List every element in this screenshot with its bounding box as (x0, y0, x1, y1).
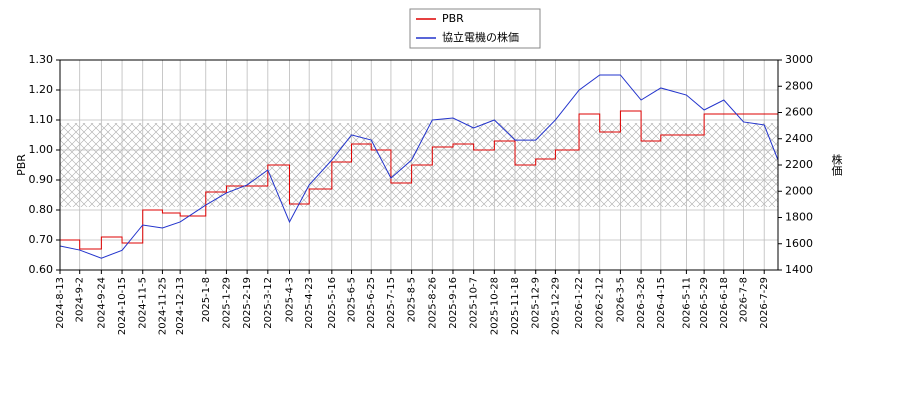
x-tick-label: 2025-3-12 (263, 277, 274, 329)
legend-label: PBR (442, 12, 464, 25)
x-tick-label: 2026-7-29 (759, 277, 770, 329)
y-tick-label: 0.70 (29, 233, 54, 246)
x-tick-label: 2025-1-29 (221, 277, 232, 329)
y2-axis-label: 株価 (830, 153, 843, 176)
x-tick-label: 2024-11-5 (138, 277, 149, 329)
x-tick-label: 2025-8-26 (427, 277, 438, 329)
legend-box (409, 8, 541, 49)
x-tick-label: 2026-3-26 (636, 277, 647, 329)
x-tick-label: 2026-3-5 (615, 277, 626, 322)
y-tick-label: 1.10 (29, 113, 54, 126)
x-tick-label: 2025-5-16 (327, 277, 338, 329)
series-line (60, 110, 779, 250)
y2-tick-label: 3000 (785, 53, 813, 66)
y2-tick-label: 2800 (785, 79, 813, 92)
x-tick-label: 2025-6-25 (366, 277, 377, 329)
x-tick-label: 2025-11-18 (510, 277, 521, 335)
x-tick-label: 2024-9-2 (75, 277, 86, 322)
y2-tick-label: 2000 (785, 184, 813, 197)
legend-label: 協立電機の株価 (442, 30, 519, 44)
y2-tick-label: 2400 (785, 132, 813, 145)
y-tick-label: 1.20 (29, 83, 54, 96)
x-tick-label: 2026-6-18 (719, 277, 730, 329)
x-tick-label: 2026-1-22 (574, 277, 585, 329)
series-line (59, 74, 779, 259)
y-axis-label: PBR (15, 154, 28, 176)
y-tick-label: 0.60 (29, 263, 54, 276)
x-tick-label: 2025-12-9 (531, 277, 542, 329)
y-tick-label: 0.90 (29, 173, 54, 186)
y2-tick-label: 2200 (785, 158, 813, 171)
y2-tick-label: 2600 (785, 106, 813, 119)
legend: PBR 協立電機の株価 (409, 8, 541, 49)
x-tick-label: 2025-9-16 (448, 277, 459, 329)
x-tick-label: 2025-7-15 (386, 277, 397, 329)
x-tick-label: 2026-5-11 (681, 277, 692, 329)
y-tick-label: 1.00 (29, 143, 54, 156)
y2-tick-label: 1800 (785, 211, 813, 224)
x-tick-label: 2025-1-8 (201, 277, 212, 322)
x-tick-label: 2025-4-23 (304, 277, 315, 329)
x-tick-label: 2025-12-29 (550, 277, 561, 335)
y2-tick-label: 1600 (785, 237, 813, 250)
x-tick-label: 2026-4-15 (656, 277, 667, 329)
x-tick-label: 2025-10-7 (469, 277, 480, 329)
x-tick-label: 2025-6-5 (347, 277, 358, 322)
x-tick-label: 2024-12-13 (175, 277, 186, 335)
x-tick-label: 2024-9-24 (96, 277, 107, 329)
plot-frame (59, 59, 779, 271)
x-tick-label: 2025-4-3 (284, 277, 295, 322)
y-tick-label: 1.30 (29, 53, 54, 66)
y-tick-label: 0.80 (29, 203, 54, 216)
x-tick-label: 2026-2-12 (595, 277, 606, 329)
x-tick-label: 2025-10-28 (489, 277, 500, 335)
x-tick-label: 2025-8-5 (407, 277, 418, 322)
x-tick-label: 2025-2-19 (242, 277, 253, 329)
y2-tick-label: 1400 (785, 263, 813, 276)
x-tick-label: 2024-10-15 (117, 277, 128, 335)
x-tick-label: 2024-8-13 (55, 277, 66, 329)
x-tick-label: 2024-11-25 (157, 277, 168, 335)
x-tick-label: 2026-5-29 (699, 277, 710, 329)
x-tick-label: 2026-7-8 (739, 277, 750, 322)
